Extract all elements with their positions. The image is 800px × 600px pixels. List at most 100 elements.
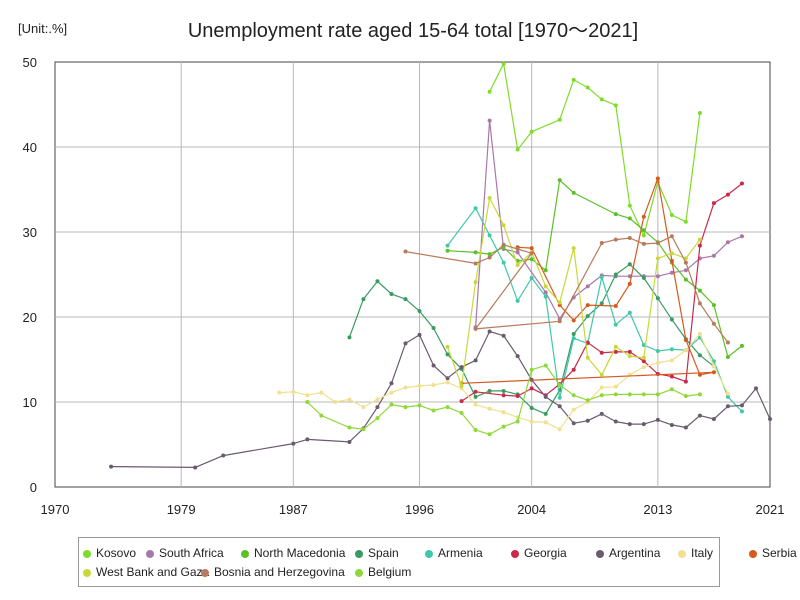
data-point <box>571 367 576 372</box>
legend-swatch <box>425 550 433 558</box>
data-point <box>725 391 730 396</box>
data-point <box>627 310 632 315</box>
data-point <box>417 403 422 408</box>
data-point <box>669 234 674 239</box>
data-point <box>669 317 674 322</box>
legend-label: Italy <box>691 546 714 560</box>
data-point <box>697 243 702 248</box>
data-point <box>571 318 576 323</box>
data-point <box>473 394 478 399</box>
legend-item: West Bank and Gaza <box>83 565 209 579</box>
data-point <box>515 419 520 424</box>
data-point <box>473 326 478 331</box>
series-line <box>461 177 715 384</box>
y-tick-label: 40 <box>23 140 37 155</box>
data-point <box>431 326 436 331</box>
legend-item: South Africa <box>146 546 224 560</box>
data-point <box>515 354 520 359</box>
data-point <box>473 261 478 266</box>
data-point <box>669 387 674 392</box>
data-point <box>711 417 716 421</box>
legend-item: Italy <box>678 546 713 560</box>
data-point <box>543 268 548 273</box>
legend-label: Georgia <box>524 546 567 560</box>
data-point <box>669 213 674 217</box>
data-point <box>501 61 506 66</box>
legend-swatch <box>749 550 757 558</box>
data-point <box>669 422 674 427</box>
legend-label: Spain <box>368 546 399 560</box>
data-point <box>599 350 604 355</box>
data-point <box>711 359 716 364</box>
data-point <box>445 376 450 381</box>
series-line <box>446 197 701 387</box>
legend-label: North Macedonia <box>254 546 346 560</box>
legend-item: North Macedonia <box>241 546 345 560</box>
data-point <box>431 363 436 368</box>
data-point <box>473 402 478 407</box>
data-point <box>683 348 688 353</box>
data-point <box>711 303 716 308</box>
data-point <box>655 392 660 397</box>
data-point <box>459 365 464 370</box>
data-point <box>571 77 576 82</box>
data-point <box>543 363 548 368</box>
series-line <box>489 63 701 236</box>
data-point <box>585 418 590 423</box>
data-point <box>599 385 604 390</box>
x-tick-label: 2013 <box>643 502 672 517</box>
data-point <box>571 246 576 251</box>
data-point <box>529 251 534 256</box>
data-point <box>613 384 618 389</box>
legend-label: South Africa <box>159 546 224 560</box>
data-point <box>543 290 548 295</box>
data-point <box>599 301 604 306</box>
data-point <box>417 332 422 337</box>
data-point <box>683 219 688 224</box>
data-point <box>557 117 562 122</box>
series-line <box>447 207 743 412</box>
data-point <box>641 355 646 360</box>
data-point <box>613 212 618 217</box>
data-point <box>389 390 394 395</box>
data-point <box>459 411 464 416</box>
data-point <box>445 243 450 248</box>
data-point <box>613 322 618 327</box>
data-point <box>557 383 562 387</box>
data-point <box>641 343 646 348</box>
legend-swatch <box>201 569 209 577</box>
data-point <box>697 413 702 418</box>
legend-swatch <box>678 550 686 558</box>
data-point <box>599 393 604 398</box>
data-point <box>487 255 492 260</box>
data-point <box>389 402 394 407</box>
data-point <box>585 303 590 308</box>
data-point <box>529 405 534 410</box>
data-point <box>445 352 450 357</box>
legend-item: Argentina <box>596 546 660 560</box>
legend-swatch <box>146 550 154 558</box>
data-point <box>333 400 338 404</box>
legend-item: Armenia <box>425 546 483 560</box>
data-point <box>473 428 478 433</box>
data-point <box>571 407 576 412</box>
data-point <box>627 216 632 221</box>
data-point <box>347 425 352 430</box>
legend-item: Belgium <box>355 565 411 579</box>
legend-swatch <box>596 550 604 558</box>
x-tick-label: 1979 <box>167 502 196 517</box>
data-point <box>627 354 632 359</box>
data-point <box>655 241 660 246</box>
data-point <box>641 422 646 427</box>
data-point <box>487 252 492 257</box>
data-point <box>361 297 366 302</box>
data-point <box>375 405 380 410</box>
data-point <box>487 432 492 437</box>
data-point <box>557 300 562 305</box>
data-point <box>193 465 198 470</box>
data-point <box>557 319 562 324</box>
y-tick-label: 30 <box>23 225 37 240</box>
data-point <box>711 253 716 258</box>
data-point <box>487 388 492 393</box>
data-point <box>725 394 730 399</box>
